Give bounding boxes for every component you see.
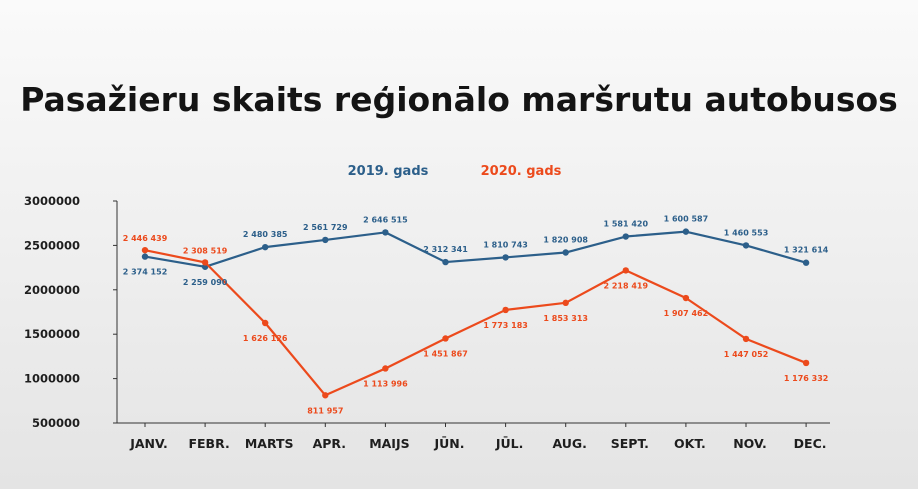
chart-title: Pasažieru skaits reģionālo maršrutu auto…: [20, 80, 898, 119]
series-line: [144, 230, 807, 268]
x-tick-label: OKT.: [674, 436, 706, 451]
data-point: [322, 392, 329, 399]
data-point: [141, 246, 149, 254]
legend-label: 2019. gads: [348, 164, 429, 179]
data-label: 1 773 183: [483, 321, 528, 330]
data-point: [562, 249, 569, 256]
legend-label: 2020. gads: [481, 164, 562, 179]
data-label: 1 600 587: [664, 215, 709, 224]
y-tick-label: 2000000: [24, 283, 80, 297]
data-point: [622, 233, 629, 240]
data-label: 2 259 090: [183, 278, 228, 287]
data-label: 2 446 439: [123, 234, 168, 243]
data-point: [322, 236, 329, 244]
x-tick-label: JŪL.: [495, 436, 524, 451]
y-tick-label: 1000000: [24, 372, 80, 386]
data-label: 2 374 152: [123, 268, 168, 277]
data-label: 1 451 867: [423, 349, 468, 358]
y-tick-label: 500000: [32, 416, 80, 430]
data-point: [742, 335, 750, 343]
data-point: [562, 299, 569, 307]
x-tick-label: DEC.: [794, 436, 827, 451]
y-tick-label: 2500000: [24, 238, 80, 252]
x-tick-label: APR.: [313, 436, 346, 451]
data-point: [442, 258, 449, 266]
x-tick-label: SEPT.: [611, 436, 649, 451]
data-point: [262, 319, 269, 327]
x-tick-label: JŪN.: [433, 436, 464, 451]
data-label: 2 312 341: [423, 245, 468, 254]
data-label: 2 480 385: [243, 230, 288, 239]
data-label: 1 907 462: [664, 309, 709, 318]
data-label: 2 218 419: [604, 281, 649, 290]
data-point: [382, 229, 389, 236]
data-point: [502, 306, 509, 314]
x-tick-label: NOV.: [733, 436, 767, 451]
data-label: 1 626 126: [243, 334, 288, 343]
data-label: 1 810 743: [483, 240, 528, 249]
data-point: [442, 335, 449, 342]
data-point: [682, 294, 690, 302]
data-label: 1 853 313: [543, 314, 588, 323]
data-label: 2 308 519: [183, 246, 228, 255]
series-line: [144, 249, 807, 397]
x-tick-label: FEBR.: [188, 436, 229, 451]
data-point: [802, 359, 810, 367]
x-tick-label: AUG.: [552, 436, 586, 451]
data-label: 1 447 052: [724, 350, 769, 359]
y-tick-label: 3000000: [24, 194, 80, 208]
data-point: [502, 254, 509, 261]
data-label: 1 113 996: [363, 379, 408, 388]
data-point: [141, 253, 149, 260]
data-point: [682, 228, 690, 235]
data-point: [262, 243, 269, 251]
data-point: [742, 242, 750, 249]
data-label: 1 820 908: [543, 236, 588, 245]
data-point: [802, 259, 810, 266]
data-label: 2 646 515: [363, 215, 408, 224]
x-tick-label: MARTS: [245, 436, 294, 451]
data-point: [382, 365, 389, 372]
data-point: [201, 259, 209, 266]
data-label: 1 321 614: [784, 246, 829, 255]
x-tick-label: MAIJS: [369, 436, 409, 451]
data-label: 1 176 332: [784, 374, 829, 383]
y-tick-label: 1500000: [24, 327, 80, 341]
x-tick-label: JANV.: [129, 436, 168, 451]
data-label: 811 957: [307, 406, 343, 415]
data-label: 1 460 553: [724, 228, 769, 237]
data-label: 1 581 420: [604, 220, 649, 229]
data-point: [622, 267, 629, 274]
data-label: 2 561 729: [303, 223, 348, 232]
